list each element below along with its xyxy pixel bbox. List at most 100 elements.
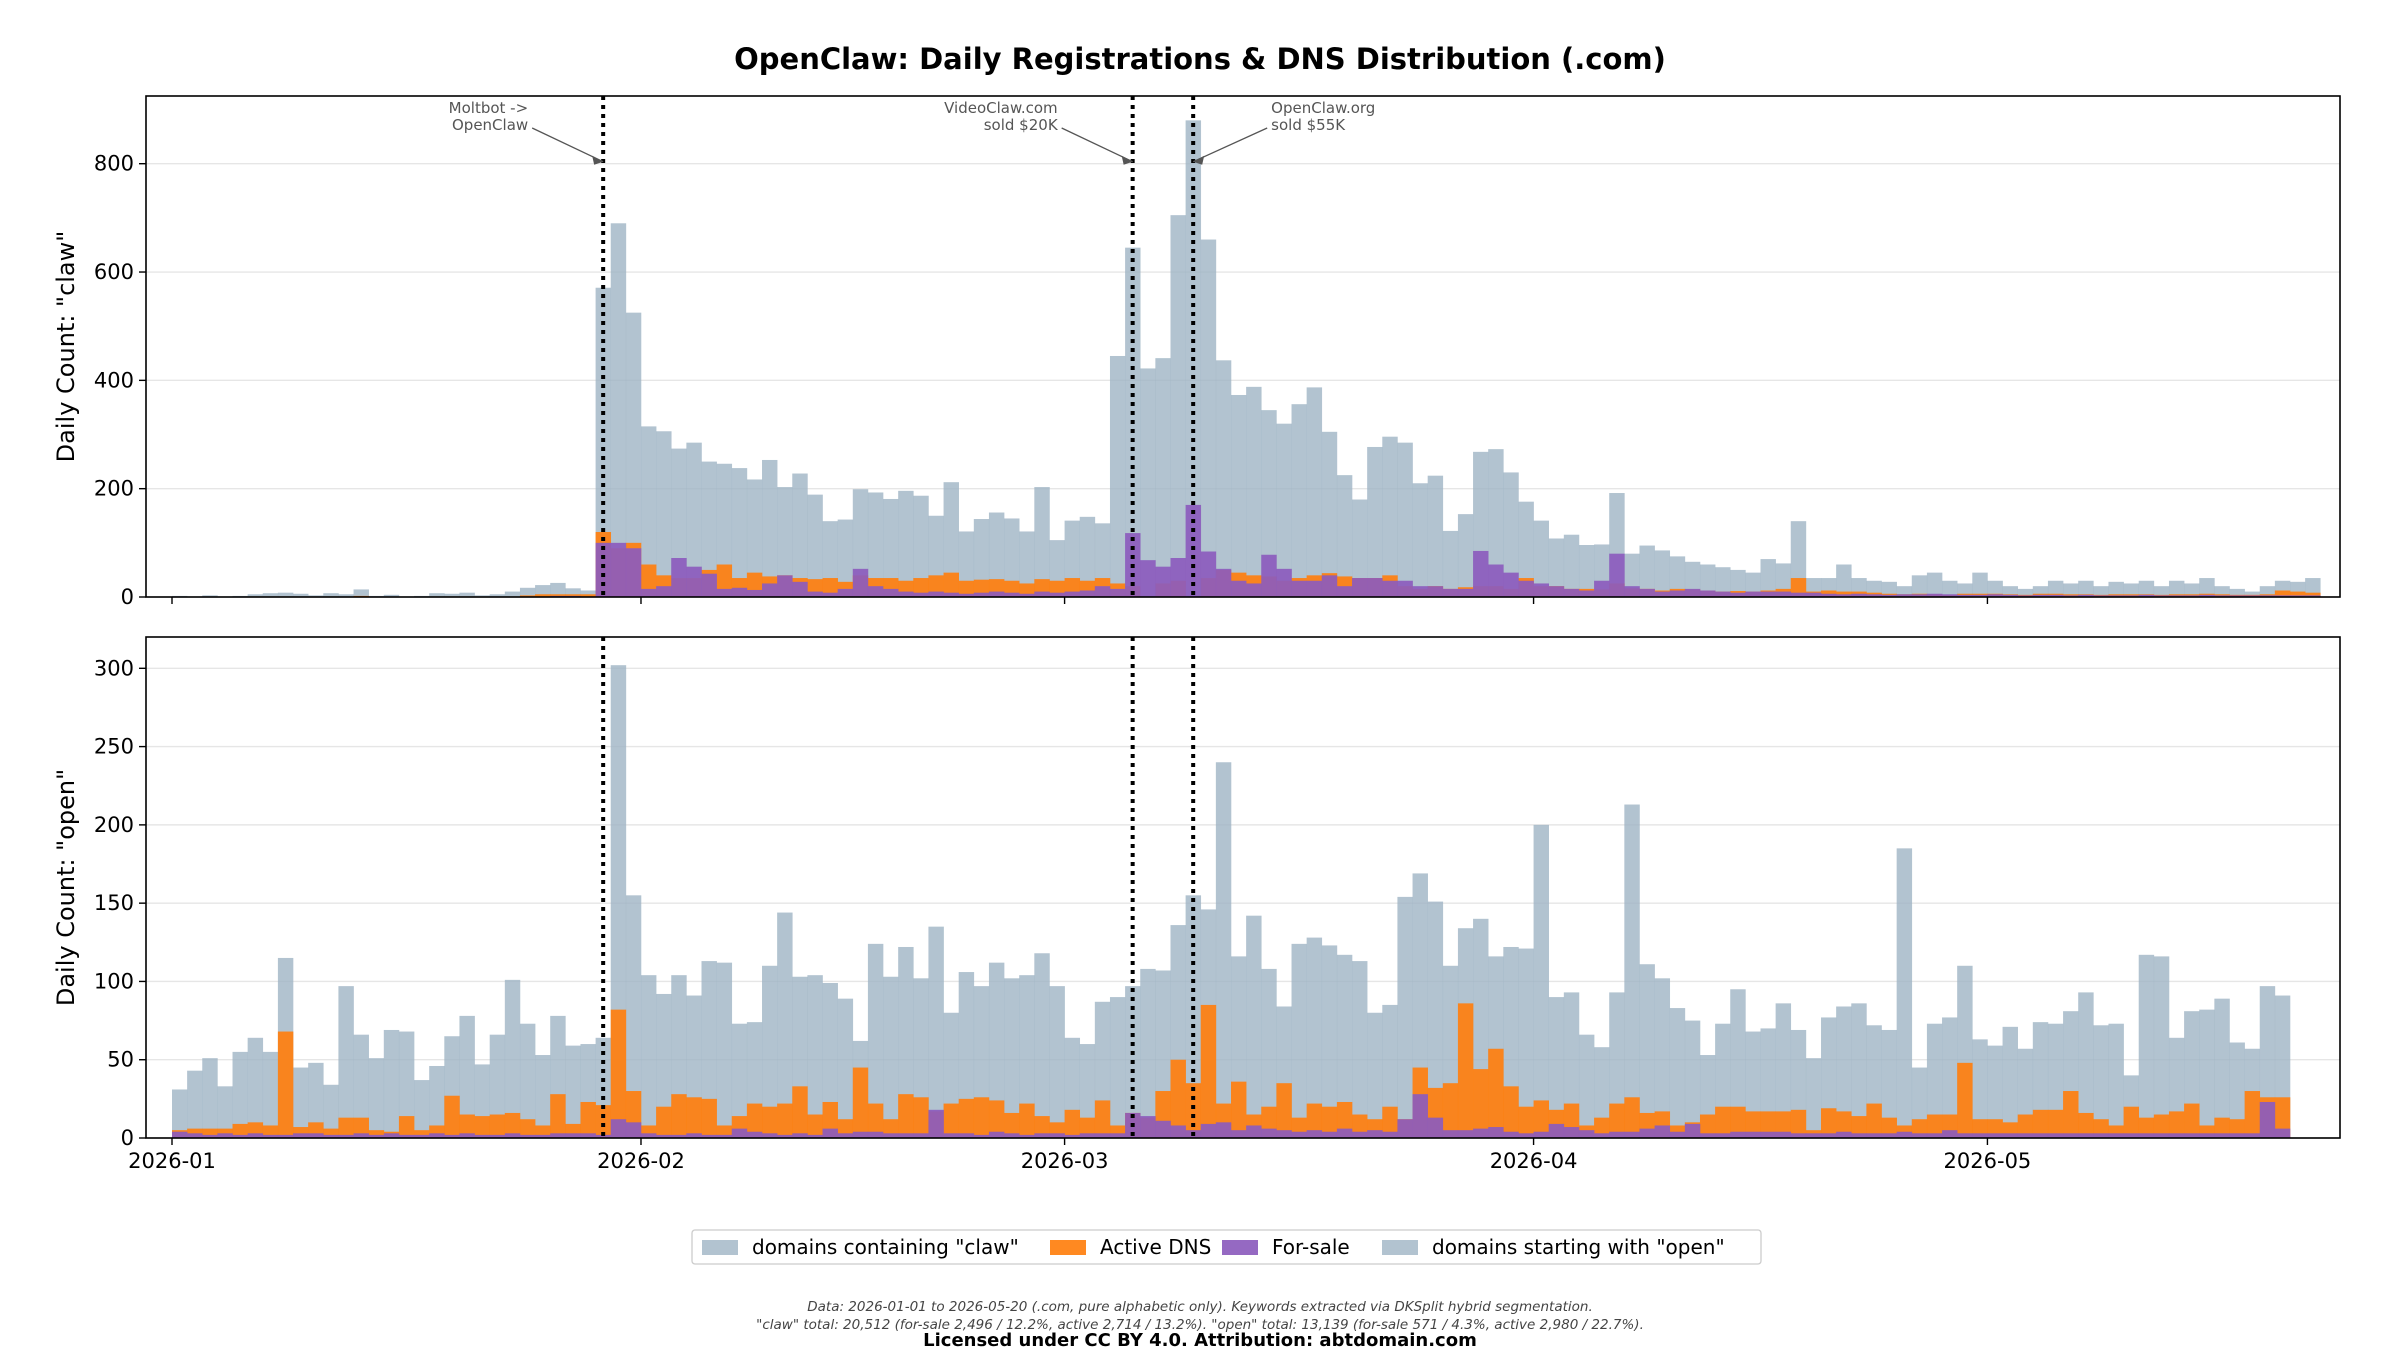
bar xyxy=(1972,1133,1988,1138)
bar xyxy=(1155,1120,1171,1138)
bar xyxy=(2153,956,2170,1138)
bar xyxy=(1200,1123,1217,1138)
bar xyxy=(701,573,717,597)
bar xyxy=(504,591,521,597)
bar xyxy=(898,1094,914,1138)
bar xyxy=(1427,901,1444,1138)
bar xyxy=(338,986,354,1138)
bar xyxy=(867,492,884,597)
y-axis-label: Daily Count: "open" xyxy=(52,769,80,1006)
bar xyxy=(1805,1058,1822,1138)
bar xyxy=(822,578,838,597)
bar xyxy=(1109,1133,1126,1138)
bar xyxy=(1382,436,1398,597)
bar xyxy=(1639,545,1655,597)
bar xyxy=(1987,580,2003,597)
bar xyxy=(1760,1131,1776,1138)
bar xyxy=(671,1094,687,1138)
bar xyxy=(852,1067,869,1138)
bar xyxy=(1231,1130,1247,1138)
bar xyxy=(489,1034,506,1138)
bar xyxy=(398,1134,415,1138)
bar xyxy=(2017,1133,2034,1138)
bar xyxy=(2078,992,2094,1138)
bar xyxy=(519,587,536,597)
bar xyxy=(746,479,763,597)
bar xyxy=(1957,583,1973,597)
bar xyxy=(1730,1131,1746,1138)
bar xyxy=(988,512,1005,597)
bar xyxy=(172,1089,188,1138)
bar xyxy=(883,1133,899,1138)
bar xyxy=(2259,595,2276,597)
bar xyxy=(1321,1106,1338,1138)
bar xyxy=(1291,943,1307,1138)
bar xyxy=(1836,564,1852,597)
bar xyxy=(1926,1023,1943,1138)
bar xyxy=(2184,1133,2200,1138)
bar xyxy=(671,558,687,597)
bar xyxy=(1442,1130,1459,1138)
legend: domains containing "claw" Active DNS For-s… xyxy=(691,1229,1762,1265)
bar xyxy=(1034,1116,1050,1138)
bar xyxy=(2305,578,2321,597)
bar xyxy=(1049,592,1065,597)
bar xyxy=(898,591,914,597)
bar xyxy=(580,1133,596,1138)
x-tick-label: 2026-03 xyxy=(1021,1149,1109,1173)
bar xyxy=(459,592,475,597)
bar xyxy=(2214,586,2230,597)
bar xyxy=(913,1133,929,1138)
bar xyxy=(1155,566,1171,597)
bar xyxy=(1881,1029,1897,1138)
bar xyxy=(1594,1133,1610,1138)
bar xyxy=(1563,534,1580,597)
bar xyxy=(1321,1131,1338,1138)
bar xyxy=(701,461,717,597)
bar xyxy=(1231,580,1247,597)
bar xyxy=(1684,1123,1701,1138)
bar xyxy=(2244,591,2261,597)
bar xyxy=(1987,1133,2003,1138)
bar xyxy=(580,594,596,597)
bar xyxy=(1109,997,1126,1138)
bar xyxy=(1079,1133,1096,1138)
bar xyxy=(1533,583,1549,597)
bar xyxy=(1775,1111,1792,1138)
bar xyxy=(444,1095,460,1138)
bar xyxy=(1715,1133,1731,1138)
bar xyxy=(2047,1023,2064,1138)
bar xyxy=(459,1133,475,1138)
annotation-text: VideoClaw.com xyxy=(944,99,1058,117)
bar xyxy=(2199,1009,2215,1138)
bar xyxy=(262,593,279,597)
bar xyxy=(1397,442,1413,597)
bar xyxy=(1926,1133,1943,1138)
bar xyxy=(1034,487,1050,597)
bar xyxy=(383,1133,400,1138)
bar xyxy=(1488,1127,1504,1138)
bar xyxy=(1291,404,1307,597)
legend-swatch xyxy=(1050,1240,1086,1255)
bar xyxy=(1760,1028,1776,1138)
bar xyxy=(293,1127,309,1138)
bar xyxy=(716,1134,733,1138)
bar xyxy=(353,589,369,597)
bar xyxy=(1972,594,1988,597)
bar xyxy=(1004,978,1020,1138)
bar xyxy=(1473,550,1489,597)
plot-frame xyxy=(145,95,2341,598)
bar xyxy=(1291,1131,1307,1138)
bar xyxy=(686,442,702,597)
bar xyxy=(1775,591,1792,597)
bar xyxy=(519,1023,536,1138)
bar xyxy=(1488,449,1504,597)
bar xyxy=(716,463,733,597)
bar xyxy=(2063,1091,2079,1138)
bar xyxy=(777,487,793,597)
bar xyxy=(550,1133,566,1138)
license-text: Licensed under CC BY 4.0. Attribution: a… xyxy=(923,1330,1477,1350)
bar xyxy=(1034,1133,1050,1138)
bar xyxy=(973,579,990,597)
